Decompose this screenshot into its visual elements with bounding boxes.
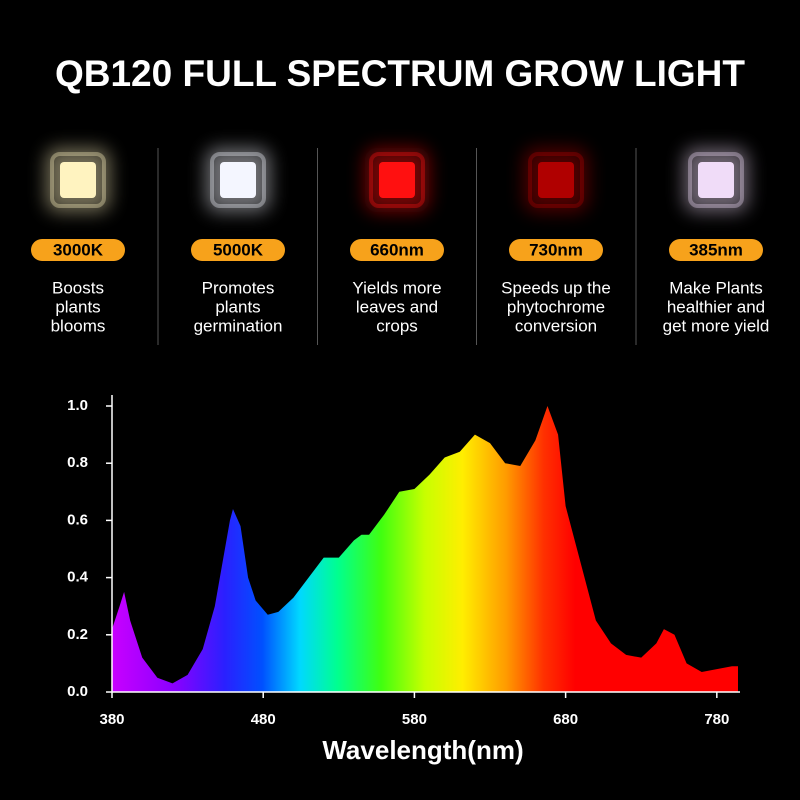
- description: get more yield: [663, 316, 770, 335]
- description: germination: [194, 316, 283, 335]
- description: phytochrome: [507, 297, 605, 316]
- led-frame: [210, 152, 266, 208]
- description: Boosts: [52, 278, 104, 297]
- led: [538, 162, 574, 198]
- description: plants: [215, 297, 260, 316]
- led-frame: [369, 152, 425, 208]
- description: Speeds up the: [501, 278, 611, 297]
- y-tick-label: 0.6: [67, 511, 88, 528]
- description: blooms: [51, 316, 106, 335]
- badge: [350, 239, 444, 261]
- led: [379, 162, 415, 198]
- badge-label: 660nm: [370, 240, 424, 259]
- description: Promotes: [202, 278, 275, 297]
- x-tick-label: 680: [553, 711, 578, 728]
- y-tick-label: 0.4: [67, 569, 89, 586]
- badge: [509, 239, 603, 261]
- y-tick-label: 0.0: [67, 683, 88, 700]
- led-frame: [688, 152, 744, 208]
- description: Yields more: [352, 278, 441, 297]
- led-frame: [528, 152, 584, 208]
- description: healthier and: [667, 297, 765, 316]
- description: Make Plants: [669, 278, 763, 297]
- spectrum-area: [112, 406, 738, 692]
- badge: [669, 239, 763, 261]
- badge-label: 3000K: [53, 240, 104, 259]
- led-frame: [50, 152, 106, 208]
- description: crops: [376, 316, 418, 335]
- y-tick-label: 0.8: [67, 454, 88, 471]
- title: QB120 FULL SPECTRUM GROW LIGHT: [55, 53, 745, 94]
- led: [60, 162, 96, 198]
- badge-label: 5000K: [213, 240, 264, 259]
- led: [698, 162, 734, 198]
- x-tick-label: 380: [99, 711, 124, 728]
- badge-label: 730nm: [529, 240, 583, 259]
- badge: [191, 239, 285, 261]
- x-tick-label: 780: [704, 711, 729, 728]
- description: conversion: [515, 316, 597, 335]
- description: leaves and: [356, 297, 438, 316]
- x-axis-label: Wavelength(nm): [322, 735, 523, 765]
- led: [220, 162, 256, 198]
- badge-label: 385nm: [689, 240, 743, 259]
- description: plants: [55, 297, 100, 316]
- x-tick-label: 580: [402, 711, 427, 728]
- x-tick-label: 480: [251, 711, 276, 728]
- badge: [31, 239, 125, 261]
- y-tick-label: 1.0: [67, 397, 88, 414]
- y-tick-label: 0.2: [67, 626, 88, 643]
